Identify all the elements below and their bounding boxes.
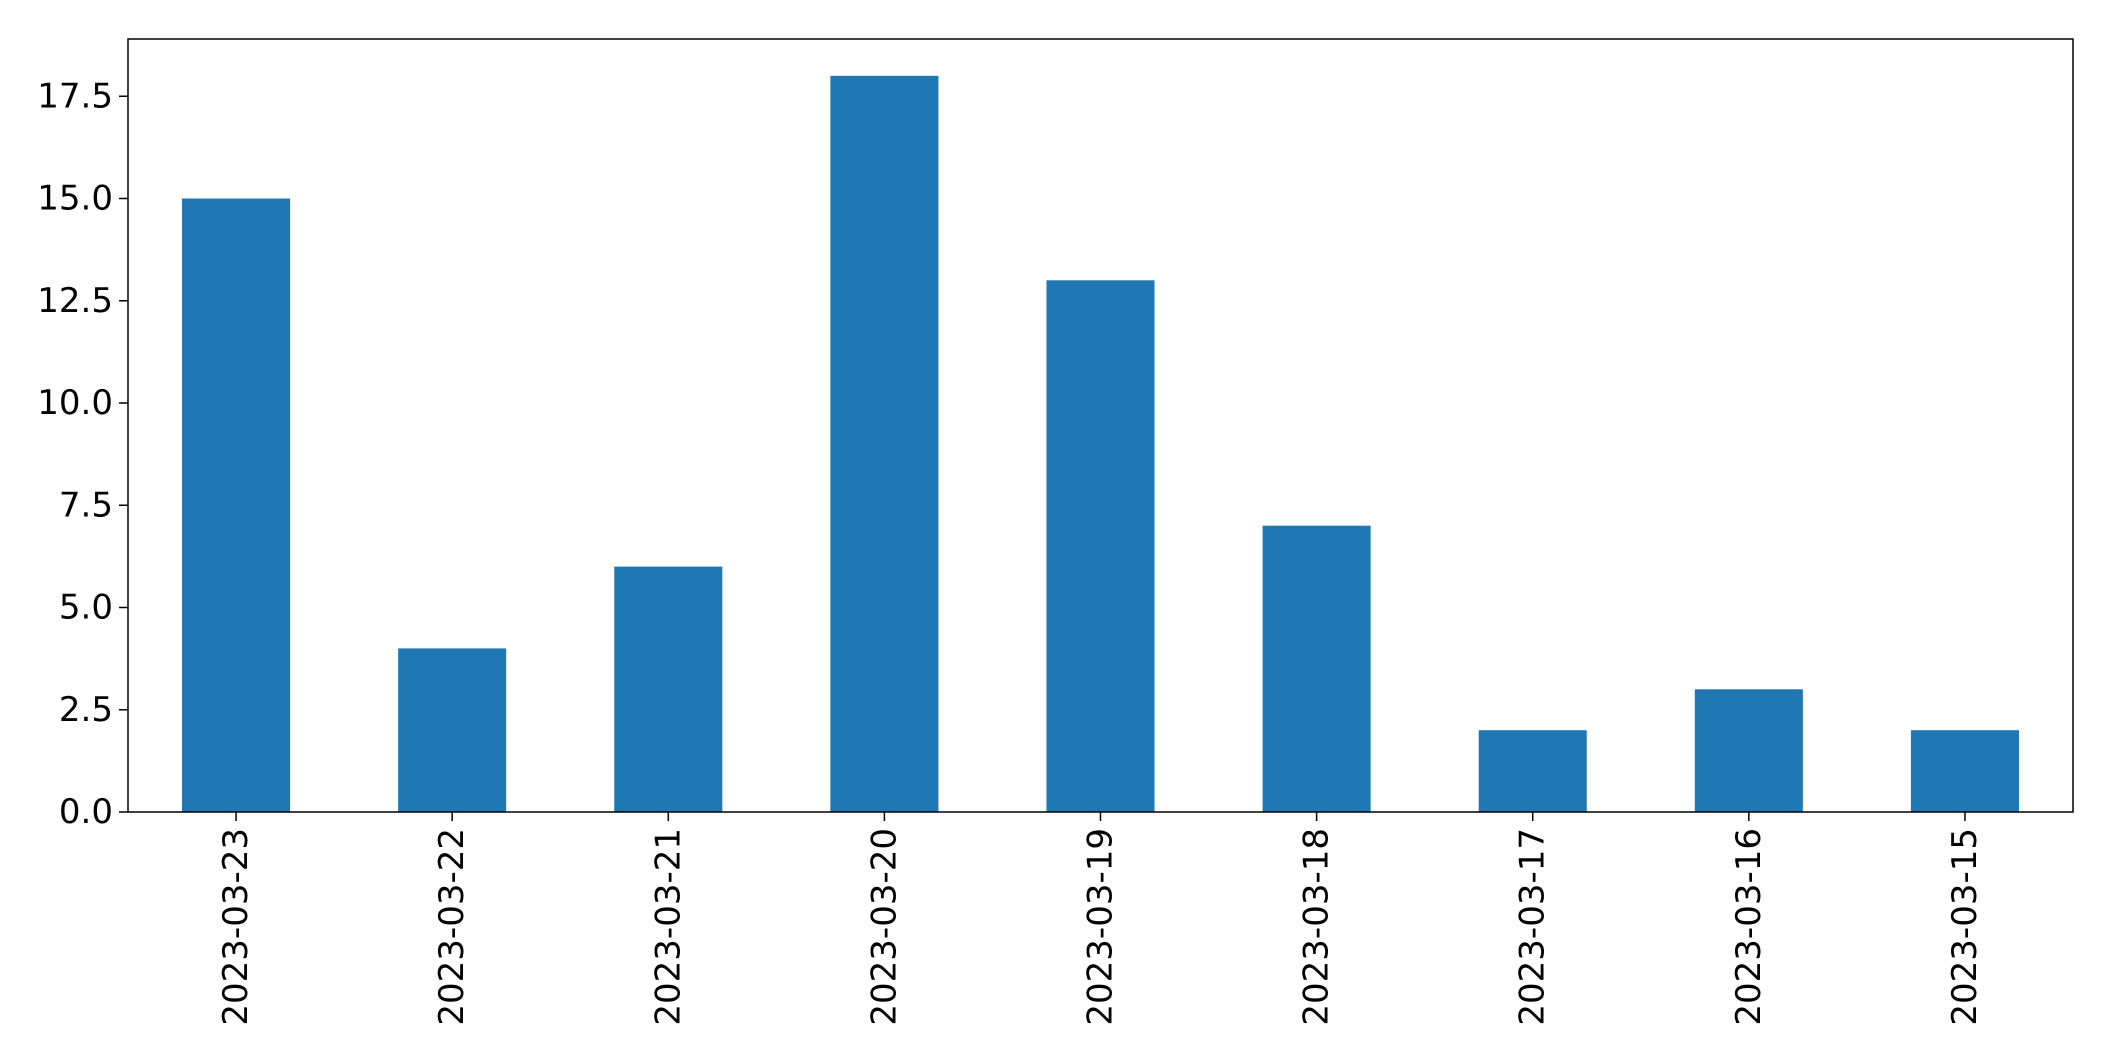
x-tick-label: 2023-03-20 [864,828,904,1026]
x-tick-label: 2023-03-23 [216,828,256,1026]
x-tick-label: 2023-03-18 [1297,828,1337,1026]
y-tick-label: 12.5 [37,281,113,321]
x-tick-label: 2023-03-19 [1081,828,1121,1026]
bar-2023-03-19 [1046,280,1155,812]
plot-frame [127,38,2074,813]
bar-2023-03-22 [398,648,507,812]
y-tick-label: 10.0 [37,383,113,423]
y-tick-label: 2.5 [59,690,113,730]
y-tick-label: 0.0 [59,792,113,832]
bar-2023-03-15 [1910,730,2019,812]
bars-layer [182,75,2019,813]
y-tick-label: 15.0 [37,179,113,219]
x-tick-label: 2023-03-17 [1513,828,1553,1026]
bar-2023-03-18 [1262,525,1371,812]
x-axis: 2023-03-23 2023-03-22 2023-03-21 2023-03-20… [216,812,1985,1026]
y-tick-label: 5.0 [59,588,113,628]
y-tick-label: 7.5 [59,485,113,525]
bar-2023-03-21 [614,566,723,812]
x-tick-label: 2023-03-21 [648,828,688,1026]
x-tick-label: 2023-03-15 [1945,828,1985,1026]
bar-2023-03-23 [182,198,291,812]
bar-2023-03-20 [830,75,939,813]
x-tick-label: 2023-03-22 [432,828,472,1026]
y-tick-label: 17.5 [37,76,113,116]
bar-2023-03-16 [1694,689,1803,812]
y-axis: 0.0 2.5 5.0 7.5 10.0 12.5 15.0 17.5 [37,76,128,832]
x-tick-label: 2023-03-16 [1729,828,1769,1026]
bar-2023-03-17 [1478,730,1587,812]
